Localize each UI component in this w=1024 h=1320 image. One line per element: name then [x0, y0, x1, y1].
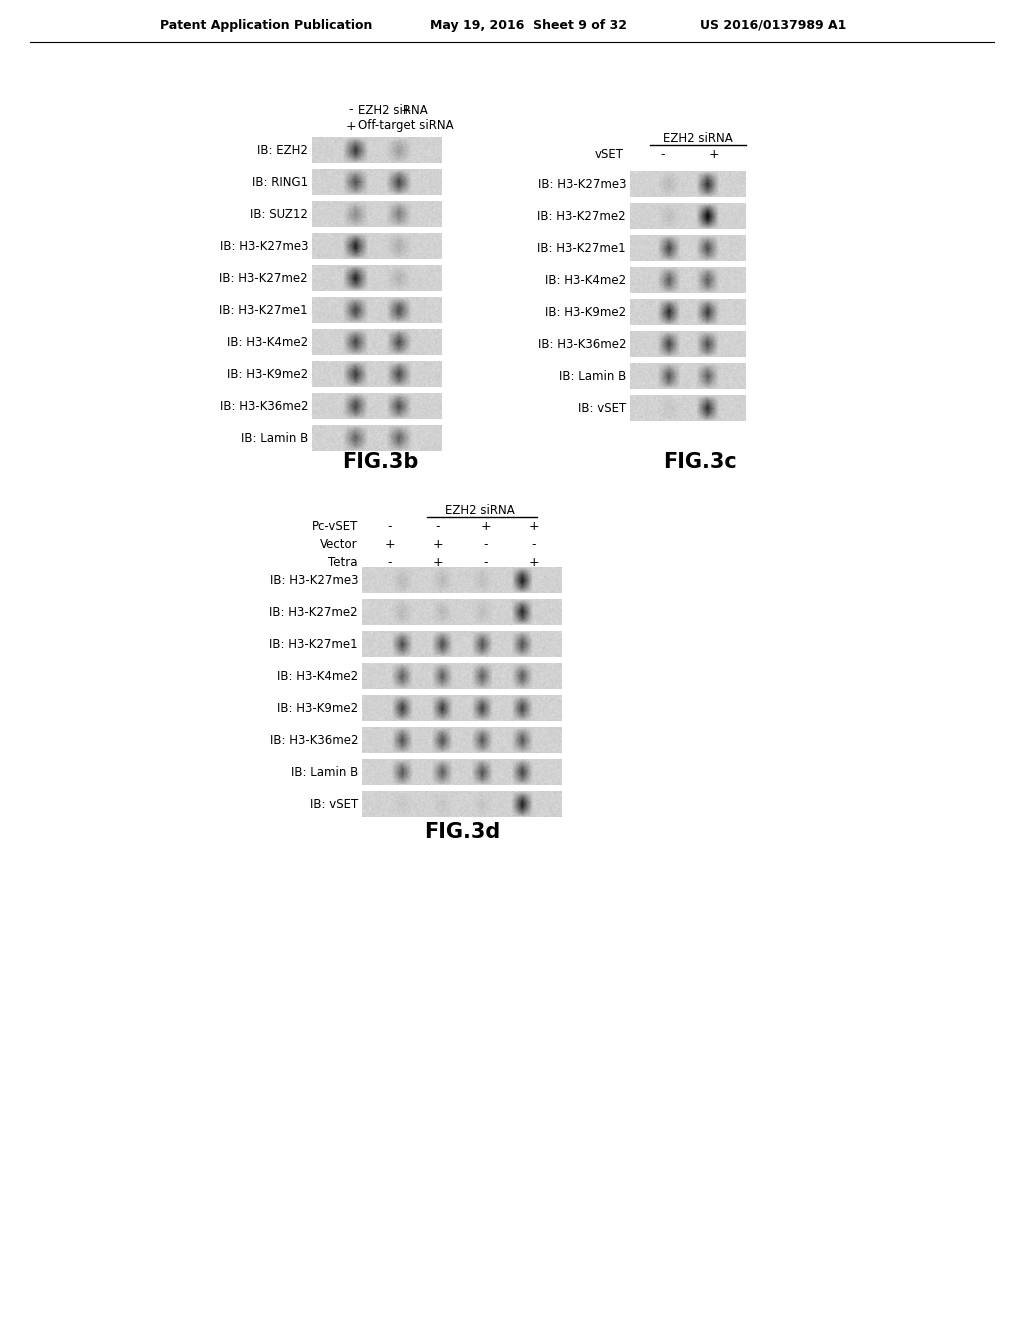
Text: -: - [388, 520, 392, 533]
Text: +: + [709, 149, 719, 161]
Text: IB: H3-K27me3: IB: H3-K27me3 [269, 573, 358, 586]
Text: +: + [433, 539, 443, 552]
Text: -: - [403, 120, 408, 132]
Text: IB: H3-K27me2: IB: H3-K27me2 [269, 606, 358, 619]
Text: IB: H3-K27me1: IB: H3-K27me1 [219, 304, 308, 317]
Text: -: - [483, 539, 488, 552]
Text: FIG.3c: FIG.3c [664, 451, 737, 473]
Text: IB: H3-K4me2: IB: H3-K4me2 [545, 273, 626, 286]
Text: IB: RING1: IB: RING1 [252, 176, 308, 189]
Text: US 2016/0137989 A1: US 2016/0137989 A1 [700, 18, 847, 32]
Text: IB: H3-K36me2: IB: H3-K36me2 [269, 734, 358, 747]
Text: Patent Application Publication: Patent Application Publication [160, 18, 373, 32]
Text: IB: H3-K36me2: IB: H3-K36me2 [219, 400, 308, 412]
Text: -: - [388, 557, 392, 569]
Text: +: + [433, 557, 443, 569]
Text: Vector: Vector [321, 539, 358, 552]
Text: EZH2 siRNA: EZH2 siRNA [664, 132, 733, 144]
Text: IB: H3-K27me1: IB: H3-K27me1 [269, 638, 358, 651]
Text: FIG.3b: FIG.3b [342, 451, 418, 473]
Text: IB: Lamin B: IB: Lamin B [559, 370, 626, 383]
Text: IB: H3-K4me2: IB: H3-K4me2 [227, 335, 308, 348]
Text: +: + [385, 539, 395, 552]
Text: IB: SUZ12: IB: SUZ12 [250, 207, 308, 220]
Text: EZH2 siRNA: EZH2 siRNA [445, 503, 515, 516]
Text: IB: H3-K36me2: IB: H3-K36me2 [538, 338, 626, 351]
Text: +: + [346, 120, 356, 132]
Text: -: - [349, 103, 353, 116]
Text: +: + [528, 520, 540, 533]
Text: +: + [400, 103, 411, 116]
Text: IB: H3-K27me2: IB: H3-K27me2 [219, 272, 308, 285]
Text: IB: H3-K27me2: IB: H3-K27me2 [538, 210, 626, 223]
Text: IB: H3-K27me3: IB: H3-K27me3 [538, 177, 626, 190]
Text: Pc-vSET: Pc-vSET [311, 520, 358, 533]
Text: -: - [483, 557, 488, 569]
Text: IB: H3-K27me1: IB: H3-K27me1 [538, 242, 626, 255]
Text: IB: Lamin B: IB: Lamin B [241, 432, 308, 445]
Text: +: + [528, 557, 540, 569]
Text: EZH2 siRNA: EZH2 siRNA [358, 103, 428, 116]
Text: IB: H3-K9me2: IB: H3-K9me2 [227, 367, 308, 380]
Text: IB: Lamin B: IB: Lamin B [291, 766, 358, 779]
Text: FIG.3d: FIG.3d [424, 822, 500, 842]
Text: -: - [531, 539, 537, 552]
Text: -: - [660, 149, 665, 161]
Text: IB: H3-K9me2: IB: H3-K9me2 [545, 305, 626, 318]
Text: -: - [436, 520, 440, 533]
Text: IB: H3-K9me2: IB: H3-K9me2 [276, 701, 358, 714]
Text: May 19, 2016  Sheet 9 of 32: May 19, 2016 Sheet 9 of 32 [430, 18, 627, 32]
Text: IB: vSET: IB: vSET [578, 401, 626, 414]
Text: Off-target siRNA: Off-target siRNA [358, 120, 454, 132]
Text: IB: H3-K27me3: IB: H3-K27me3 [219, 239, 308, 252]
Text: IB: EZH2: IB: EZH2 [257, 144, 308, 157]
Text: vSET: vSET [595, 149, 624, 161]
Text: +: + [480, 520, 492, 533]
Text: IB: H3-K4me2: IB: H3-K4me2 [276, 669, 358, 682]
Text: Tetra: Tetra [329, 557, 358, 569]
Text: IB: vSET: IB: vSET [309, 797, 358, 810]
